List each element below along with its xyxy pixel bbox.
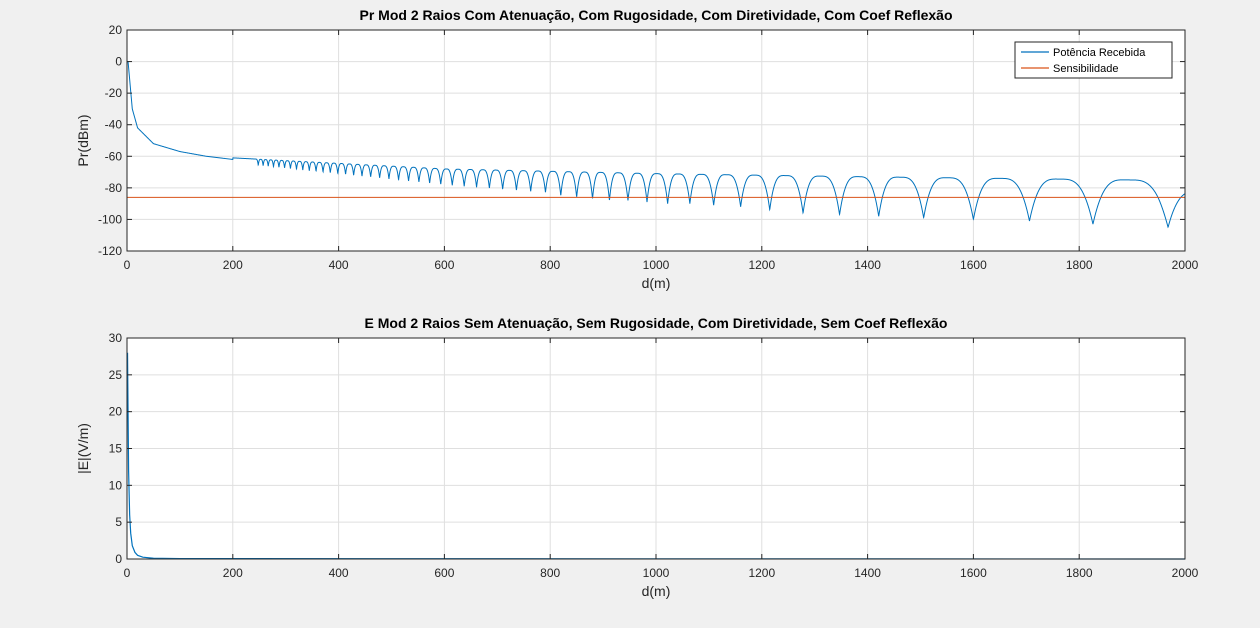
power-y-tick-label: 0 <box>115 55 122 69</box>
field-x-tick-label: 2000 <box>1172 566 1199 580</box>
power-series <box>127 61 1186 229</box>
field-x-tick-label: 1400 <box>854 566 881 580</box>
power-plot-title: Pr Mod 2 Raios Com Atenuação, Com Rugosi… <box>359 7 952 23</box>
field-y-tick-label: 25 <box>109 368 123 382</box>
field-ticks: 0 200 400 600 800 1000 1200 1400 1600 1800 2000 0 5 1… <box>109 331 1199 580</box>
power-x-tick-label: 1400 <box>854 258 881 272</box>
field-x-tick-label: 1000 <box>643 566 670 580</box>
power-x-tick-label: 800 <box>540 258 560 272</box>
power-x-tick-label: 200 <box>223 258 243 272</box>
power-y-tick-label: -20 <box>105 86 123 100</box>
power-x-tick-label: 1200 <box>748 258 775 272</box>
field-y-tick-label: 0 <box>115 552 122 566</box>
field-x-axis-label: d(m) <box>642 583 671 599</box>
field-x-tick-label: 600 <box>434 566 454 580</box>
field-x-tick-label: 1600 <box>960 566 987 580</box>
field-x-tick-label: 200 <box>223 566 243 580</box>
field-plot[interactable]: 0 200 400 600 800 1000 1200 1400 1600 1800 2000 0 5 1… <box>75 315 1199 599</box>
power-y-axis-label: Pr(dBm) <box>75 114 91 166</box>
field-y-axis-label: |E|(V/m) <box>75 423 91 474</box>
field-x-tick-label: 1800 <box>1066 566 1093 580</box>
power-x-tick-label: 1800 <box>1066 258 1093 272</box>
field-x-tick-label: 400 <box>329 566 349 580</box>
legend-box <box>1014 41 1173 79</box>
field-x-tick-label: 0 <box>124 566 131 580</box>
power-legend[interactable]: Potência Recebida Sensibilidade <box>1014 41 1173 79</box>
field-y-tick-label: 20 <box>109 405 123 419</box>
series-e-field <box>126 352 1186 560</box>
power-x-tick-label: 0 <box>124 258 131 272</box>
legend-label-sensibilidade: Sensibilidade <box>1053 63 1118 75</box>
power-x-axis-label: d(m) <box>642 275 671 291</box>
power-y-tick-label: -100 <box>98 212 122 226</box>
field-y-tick-label: 5 <box>115 515 122 529</box>
power-x-tick-label: 600 <box>434 258 454 272</box>
field-x-tick-label: 800 <box>540 566 560 580</box>
field-series <box>126 352 1186 560</box>
field-y-tick-label: 30 <box>109 331 123 345</box>
field-plot-title: E Mod 2 Raios Sem Atenuação, Sem Rugosid… <box>365 315 948 331</box>
field-y-tick-label: 10 <box>109 478 123 492</box>
power-y-tick-label: 20 <box>109 23 123 37</box>
power-x-tick-label: 2000 <box>1172 258 1199 272</box>
field-y-tick-label: 15 <box>109 442 123 456</box>
power-x-tick-label: 1000 <box>643 258 670 272</box>
legend-label-potencia-recebida: Potência Recebida <box>1053 47 1146 59</box>
power-y-tick-label: -60 <box>105 149 123 163</box>
power-ticks: 0 200 400 600 800 1000 1200 1400 1600 1800 2000-12… <box>98 23 1199 272</box>
power-x-tick-label: 1600 <box>960 258 987 272</box>
power-y-tick-label: -80 <box>105 181 123 195</box>
series-potencia-recebida <box>127 61 1186 229</box>
field-x-tick-label: 1200 <box>748 566 775 580</box>
power-plot[interactable]: 0 200 400 600 800 1000 1200 1400 1600 1800 2000-12… <box>75 7 1199 291</box>
power-x-tick-label: 400 <box>329 258 349 272</box>
power-y-tick-label: -40 <box>105 118 123 132</box>
power-y-tick-label: -120 <box>98 244 122 258</box>
